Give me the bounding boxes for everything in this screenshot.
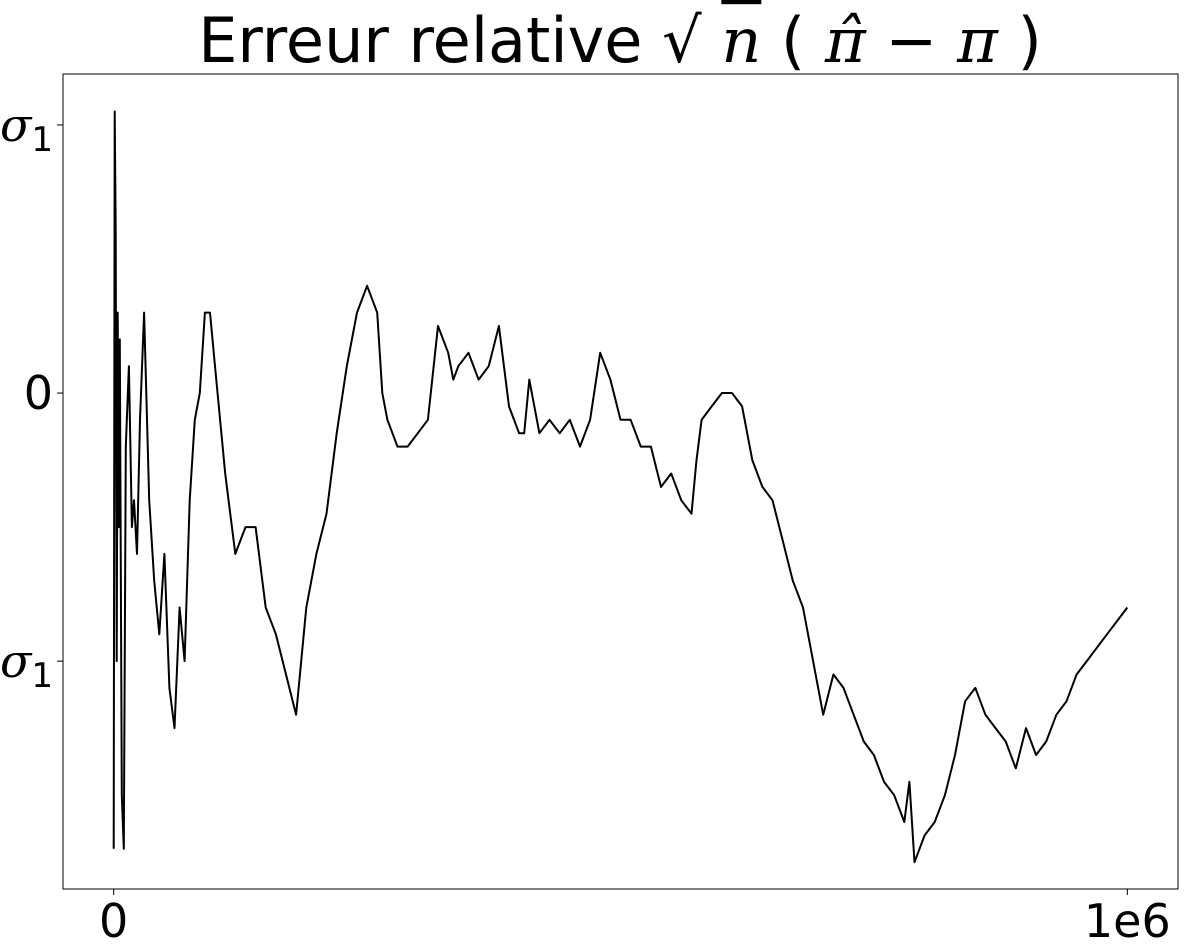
chart-title-sqrt: √ [662, 4, 702, 77]
axes-layer: 0 1e6 σ1 0 σ1 [0, 73, 1179, 946]
chart-title: Erreur relative √ n ( π̂ − π ) [198, 4, 1042, 77]
y-tick-label-2: σ1 [0, 634, 53, 696]
plot-frame [62, 73, 1179, 890]
chart-title-minus: − [885, 4, 937, 77]
x-tick-label-1: 1e6 [1084, 894, 1171, 946]
y-tick-label-1: 0 [24, 366, 53, 420]
series-line-0 [112, 110, 1129, 864]
chart-title-n: n [721, 4, 761, 77]
chart-title-pi: π [956, 4, 999, 77]
x-tick-label-0: 0 [99, 894, 128, 946]
plot-layer [112, 110, 1129, 864]
chart-title-close-paren: ) [1018, 4, 1042, 77]
chart-title-open-paren: ( [781, 4, 805, 77]
chart-title-pi-hat: π̂ [824, 4, 867, 77]
y-tick-label-0: σ1 [0, 98, 53, 160]
chart-title-prefix: Erreur relative [198, 4, 642, 77]
